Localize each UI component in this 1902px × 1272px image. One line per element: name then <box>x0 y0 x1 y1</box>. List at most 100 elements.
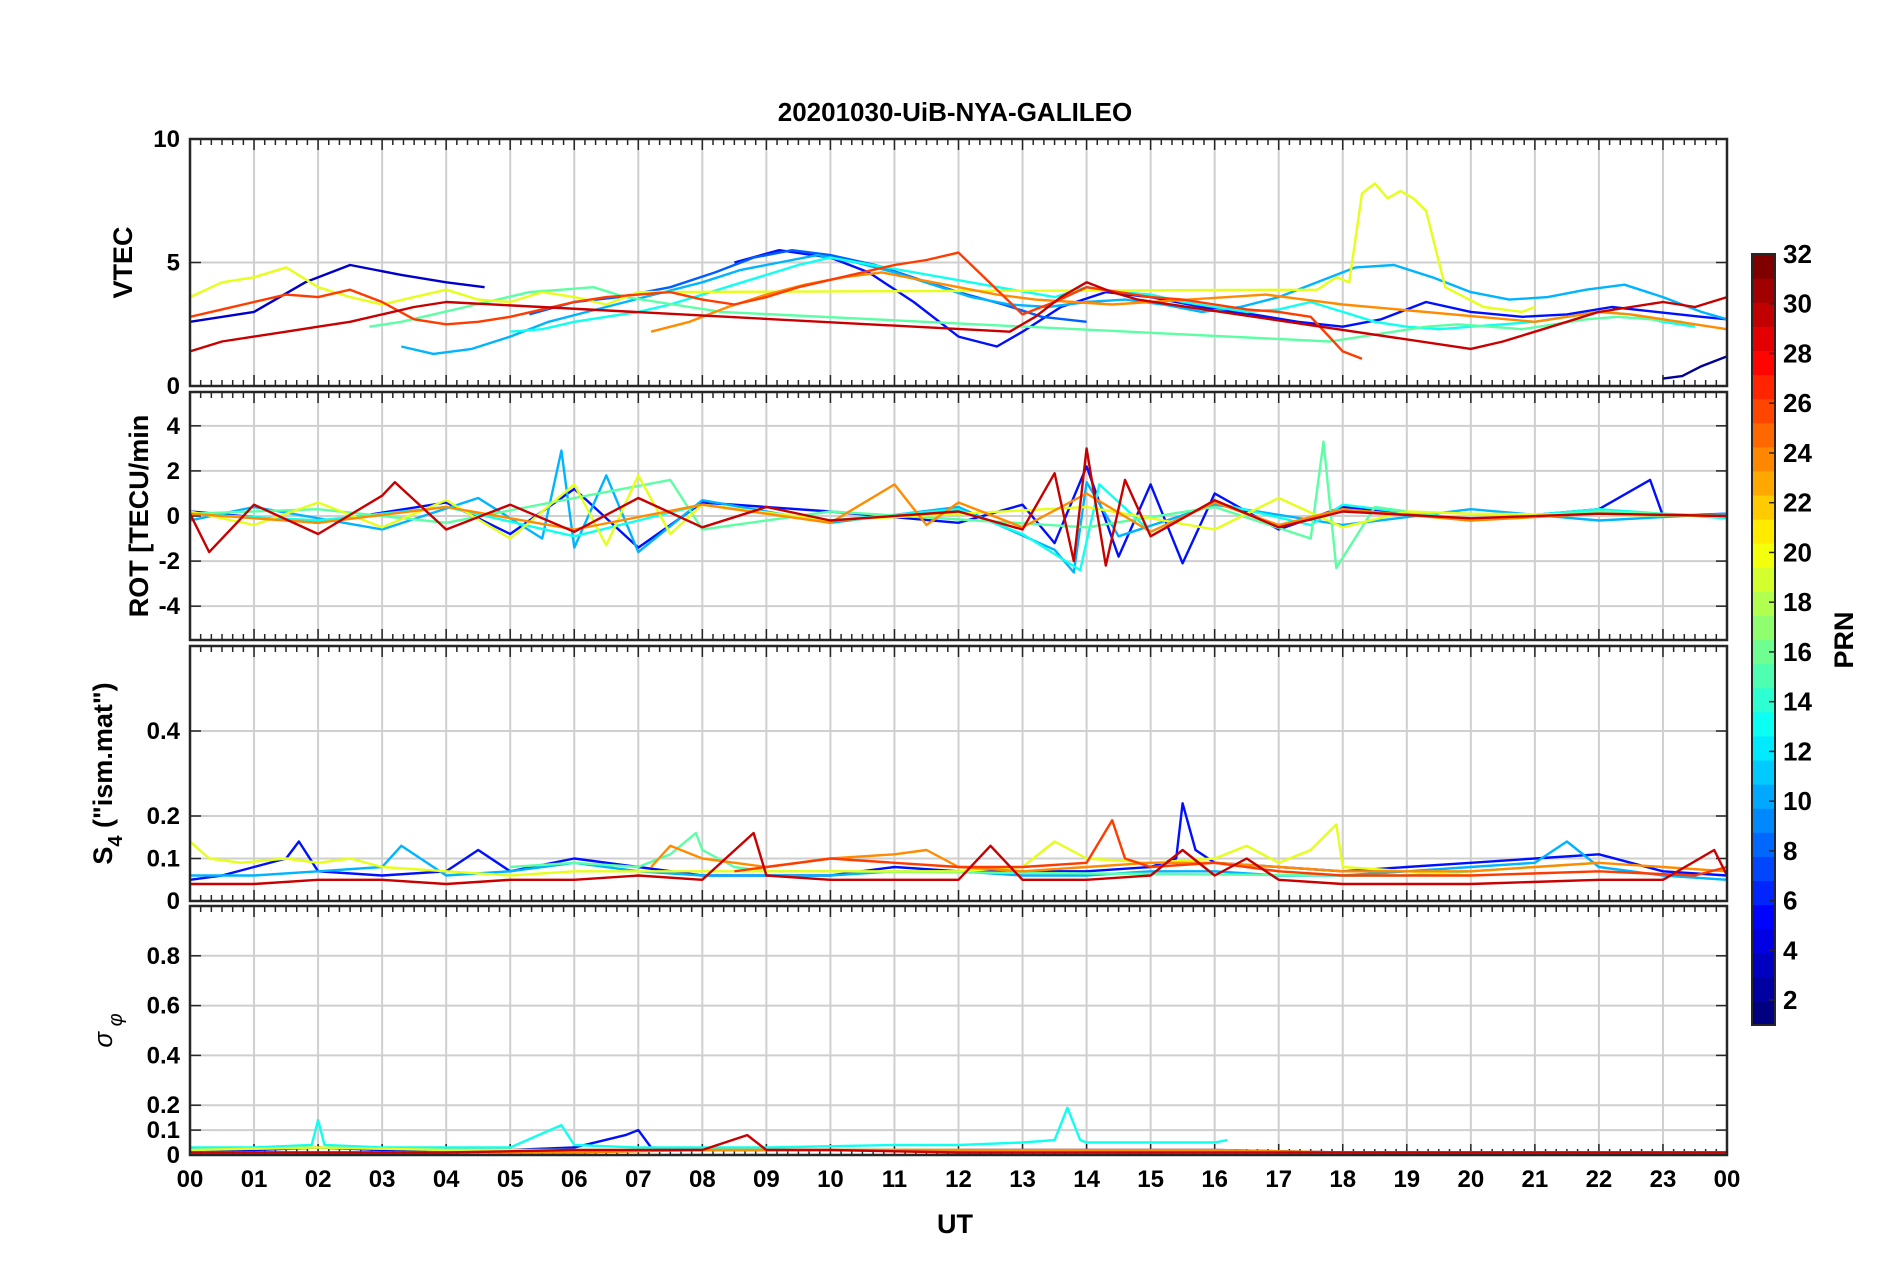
colorbar-swatch <box>1752 326 1775 351</box>
series-line-prn-30 <box>190 281 1727 353</box>
colorbar-swatch <box>1752 1000 1775 1026</box>
colorbar-swatch <box>1752 663 1775 689</box>
y-tick-label-sigphi: 0.1 <box>147 1117 180 1144</box>
series-line-prn-1 <box>1662 355 1727 380</box>
x-tick-label: 08 <box>689 1166 716 1193</box>
y-tick-label-sigphi: 0.4 <box>147 1042 181 1069</box>
colorbar-tick-label: 10 <box>1783 786 1812 816</box>
series-line-prn-3 <box>190 802 1727 881</box>
colorbar-swatch <box>1752 976 1775 1002</box>
x-tick-label: 00 <box>1714 1166 1741 1193</box>
colorbar-tick-label: 22 <box>1783 488 1812 518</box>
colorbar-tick-label: 16 <box>1783 637 1812 667</box>
colorbar-swatch <box>1752 687 1775 713</box>
colorbar-tick-label: 30 <box>1783 289 1812 319</box>
colorbar-tick-label: 8 <box>1783 836 1797 866</box>
y-tick-label-vtec: 5 <box>167 250 180 277</box>
colorbar-tick-label: 12 <box>1783 736 1812 766</box>
panel-s4: 0 0.1 0.2 0.4 S4 ("ism.mat") <box>88 644 1729 915</box>
colorbar-swatch <box>1752 278 1775 303</box>
series-line-prn-30 <box>190 1133 1727 1154</box>
series-line-prn-30 <box>190 831 1727 886</box>
colorbar-tick-label: 14 <box>1783 687 1812 717</box>
series-line-prn-2 <box>190 263 485 323</box>
y-tick-label-s4: 0.2 <box>147 803 180 830</box>
x-tick-label: 11 <box>882 1166 907 1193</box>
x-tick-label: 14 <box>1073 1166 1100 1193</box>
x-tick-label: 13 <box>1009 1166 1036 1193</box>
ylabel-part: S <box>88 847 118 865</box>
colorbar-swatch <box>1752 856 1775 882</box>
x-tick-label: 18 <box>1329 1166 1356 1193</box>
y-tick-label-vtec: 0 <box>167 373 180 400</box>
x-tick-label: 22 <box>1586 1166 1613 1193</box>
x-tick-label: 01 <box>241 1166 268 1193</box>
x-tick-label: 04 <box>433 1166 460 1193</box>
colorbar-swatch <box>1752 302 1775 327</box>
y-tick-label-s4: 0.4 <box>147 718 181 745</box>
colorbar-swatch <box>1752 735 1775 761</box>
x-tick-label: 07 <box>625 1166 652 1193</box>
y-tick-label-vtec: 10 <box>153 126 180 153</box>
axes-frame-rot <box>188 390 1729 642</box>
y-tick-label-sigphi: 0 <box>167 1142 180 1169</box>
colorbar-tick-label: 20 <box>1783 537 1812 567</box>
colorbar-swatch <box>1752 470 1775 496</box>
y-axis-label-s4: S4 ("ism.mat") <box>88 682 127 864</box>
panel-vtec: 0 5 10 VTEC <box>108 126 1729 400</box>
x-tick-label: 17 <box>1265 1166 1292 1193</box>
colorbar-tick-label: 4 <box>1783 935 1798 965</box>
colorbar-tick-label: 2 <box>1783 985 1797 1015</box>
x-tick-label: 06 <box>561 1166 588 1193</box>
colorbar-swatch <box>1752 519 1775 544</box>
y-tick-label-rot: 0 <box>167 503 180 530</box>
x-tick-label: 10 <box>817 1166 844 1193</box>
colorbar-tick-label: 24 <box>1783 438 1812 468</box>
y-tick-label-s4: 0 <box>167 888 180 915</box>
series-line-prn-23 <box>190 483 1727 533</box>
panel-sigphi: 00.10.2 0.4 0.6 0.8 σ φ <box>88 904 1729 1169</box>
x-tick-label: 16 <box>1201 1166 1228 1193</box>
ylabel-sigma: σ <box>88 1031 118 1048</box>
colorbar-swatch <box>1752 350 1775 376</box>
y-tick-label-rot: 4 <box>167 413 181 440</box>
y-tick-label-sigphi: 0.6 <box>147 993 180 1020</box>
y-tick-label-sigphi: 0.2 <box>147 1092 180 1119</box>
axes-frame-vtec <box>188 137 1729 388</box>
series-line-prn-12 <box>190 483 1727 572</box>
series-line-prn-26 <box>734 819 1727 877</box>
colorbar-swatch <box>1752 832 1775 857</box>
colorbar-swatch <box>1752 952 1775 978</box>
colorbar-swatch <box>1752 543 1775 568</box>
x-tick-label: 05 <box>497 1166 524 1193</box>
colorbar-tick-label: 26 <box>1783 388 1812 418</box>
colorbar-label: PRN <box>1829 611 1859 668</box>
ylabel-phi: φ <box>105 1013 127 1032</box>
panel-rot: -4 -2 0 2 4 ROT [TECU/min <box>124 390 1729 642</box>
series-group-rot <box>190 440 1727 574</box>
x-tick-label: 15 <box>1137 1166 1164 1193</box>
colorbar-tick-label: 28 <box>1783 338 1812 368</box>
series-line-prn-3 <box>734 248 1727 348</box>
colorbar-swatch <box>1752 567 1775 592</box>
axes-frame-sigphi <box>188 904 1729 1157</box>
colorbar-swatch <box>1752 784 1775 809</box>
series-group-vtec <box>190 182 1727 380</box>
y-tick-label-rot: -4 <box>159 593 181 620</box>
x-tick-label: 00 <box>177 1166 204 1193</box>
ylabel-sub: 4 <box>105 835 127 847</box>
series-line-prn-12 <box>190 1106 1228 1149</box>
colorbar-swatch <box>1752 446 1775 472</box>
colorbar-tick-label: 6 <box>1783 886 1797 916</box>
series-line-prn-30 <box>190 447 1727 567</box>
y-tick-label-rot: 2 <box>167 458 180 485</box>
colorbar-frame <box>1751 253 1776 1026</box>
y-axis-label-rot: ROT [TECU/min <box>124 415 154 618</box>
x-tick-label: 21 <box>1522 1166 1549 1193</box>
colorbar-swatch <box>1752 398 1775 424</box>
y-tick-label-sigphi: 0.8 <box>147 943 180 970</box>
colorbar-swatch <box>1752 639 1775 665</box>
x-tick-label: 09 <box>753 1166 780 1193</box>
